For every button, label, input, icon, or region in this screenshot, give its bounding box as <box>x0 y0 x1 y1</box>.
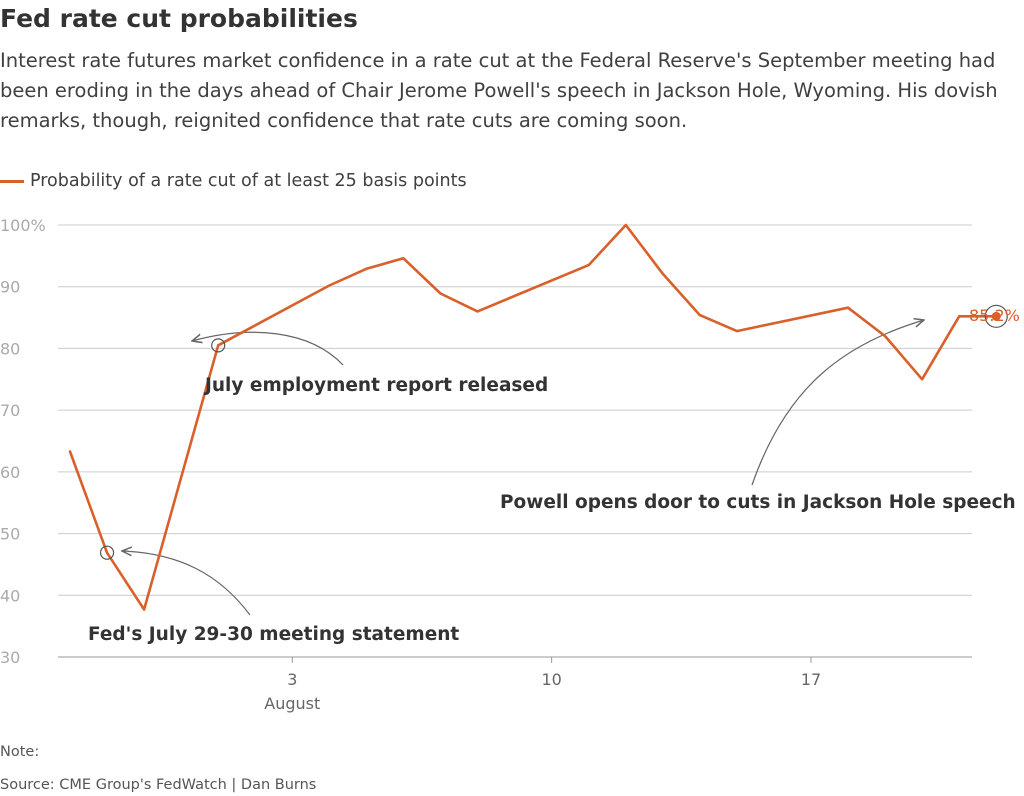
annotation-labels: July employment report released Fed's Ju… <box>88 306 1020 645</box>
annotation-marker <box>99 545 115 560</box>
y-tick-label: 40 <box>0 586 20 605</box>
x-tick-label: 3 <box>287 670 297 689</box>
legend: Probability of a rate cut of at least 25… <box>0 171 467 191</box>
powell-arrow <box>751 320 924 486</box>
footer-source: Source: CME Group's FedWatch | Dan Burns <box>0 777 317 793</box>
annotation-marker <box>984 304 1008 328</box>
legend-swatch <box>0 179 24 183</box>
y-tick-label: 80 <box>0 339 20 358</box>
chart-subtitle: Interest rate futures market confidence … <box>0 49 998 132</box>
fed-statement-arrow <box>122 551 251 616</box>
x-tick-month-label: August <box>264 694 320 713</box>
legend-label: Probability of a rate cut of at least 25… <box>30 171 467 191</box>
series-line-layer <box>68 223 998 611</box>
y-tick-label: 100% <box>0 216 46 235</box>
employment-arrow <box>192 331 344 366</box>
footer-note: Note: <box>0 744 40 760</box>
y-tick-label: 30 <box>0 648 20 667</box>
annotation-fed-statement: Fed's July 29-30 meeting statement <box>88 624 459 645</box>
end-point-dot <box>991 311 1001 321</box>
x-tick-label: 10 <box>541 670 561 689</box>
y-tick-label: 90 <box>0 278 20 297</box>
x-axis: 3 10 17 August <box>264 657 821 713</box>
end-value-label: 85.2% <box>969 306 1020 325</box>
annotation-arrows <box>122 320 924 616</box>
series-line <box>68 223 998 611</box>
annotation-powell: Powell opens door to cuts in Jackson Hol… <box>500 492 1016 513</box>
x-tick-label: 17 <box>801 670 821 689</box>
gridlines <box>58 224 972 658</box>
y-tick-label: 70 <box>0 401 20 420</box>
chart-title: Fed rate cut probabilities <box>0 4 358 33</box>
y-tick-label: 60 <box>0 463 20 482</box>
annotation-marker <box>211 338 226 353</box>
y-axis: 30 40 50 60 70 80 90 100% <box>0 216 46 667</box>
y-tick-label: 50 <box>0 525 20 544</box>
annotation-markers <box>99 304 1008 560</box>
annotation-employment: July employment report released <box>203 375 548 396</box>
